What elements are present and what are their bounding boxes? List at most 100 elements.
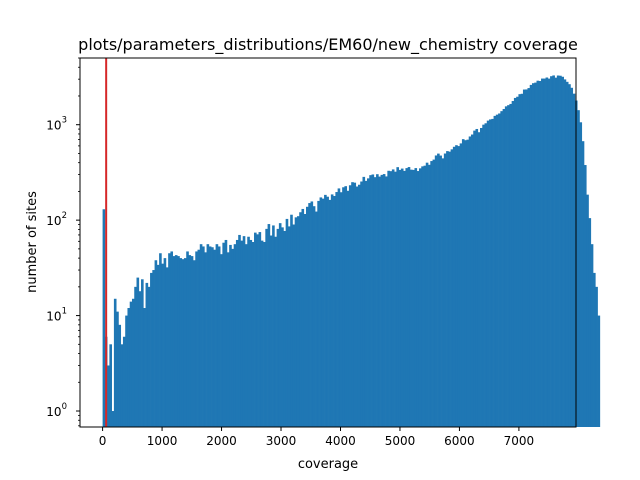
histogram-bar bbox=[337, 188, 341, 427]
histogram-bar bbox=[541, 78, 544, 427]
histogram-bar bbox=[421, 166, 424, 427]
histogram-bar bbox=[170, 251, 174, 427]
histogram-bar bbox=[565, 81, 569, 427]
histogram-bar bbox=[113, 298, 117, 427]
histogram-bar bbox=[136, 277, 140, 427]
histogram-bar bbox=[593, 272, 596, 427]
histogram-bar bbox=[382, 174, 386, 427]
histogram-bar bbox=[217, 246, 221, 427]
histogram-bar bbox=[129, 301, 133, 427]
histogram-bar bbox=[274, 236, 277, 427]
histogram-bar bbox=[269, 235, 273, 427]
histogram-bar bbox=[161, 263, 164, 427]
histogram-bar bbox=[301, 208, 305, 427]
histogram-bar bbox=[466, 139, 470, 428]
histogram-bar bbox=[240, 240, 244, 427]
histogram-bar bbox=[520, 93, 524, 427]
histogram-bar bbox=[159, 253, 162, 427]
histogram-bar bbox=[470, 134, 474, 427]
histogram-bar bbox=[400, 168, 404, 427]
histogram-bar bbox=[559, 75, 562, 427]
histogram-bar bbox=[371, 174, 375, 427]
histogram-bar bbox=[518, 94, 522, 428]
histogram-bar bbox=[362, 176, 366, 427]
histogram-bar bbox=[545, 77, 549, 427]
histogram-bar bbox=[283, 230, 287, 427]
histogram-bar bbox=[287, 226, 291, 427]
histogram-bar bbox=[477, 132, 481, 428]
histogram-bar bbox=[597, 315, 601, 427]
histogram-bar bbox=[107, 365, 110, 427]
histogram-bar bbox=[357, 184, 361, 427]
histogram-bar bbox=[251, 242, 255, 427]
histogram-bar bbox=[206, 244, 210, 427]
x-axis-label: coverage bbox=[298, 457, 358, 472]
histogram-bar bbox=[165, 267, 169, 427]
histogram-bar bbox=[556, 75, 560, 428]
histogram-bar bbox=[423, 165, 427, 427]
histogram-bar bbox=[193, 260, 196, 427]
histogram-bar bbox=[373, 177, 377, 427]
histogram-bar bbox=[484, 123, 488, 427]
plot-frame bbox=[79, 57, 577, 428]
histogram-bar bbox=[396, 167, 399, 428]
histogram-bar bbox=[595, 286, 598, 427]
histogram-bar bbox=[583, 165, 587, 427]
histogram-bar bbox=[285, 218, 289, 427]
histogram-bar bbox=[256, 234, 259, 427]
histogram-bar bbox=[443, 153, 447, 427]
histogram-bar bbox=[561, 76, 564, 427]
histogram-bar bbox=[552, 75, 555, 427]
x-tick-label: 7000 bbox=[504, 434, 535, 448]
histogram-bar bbox=[229, 244, 232, 427]
histogram-bar bbox=[434, 155, 438, 427]
histogram-bar bbox=[254, 232, 257, 427]
histogram-bar bbox=[276, 228, 280, 427]
histogram-bar bbox=[342, 187, 345, 427]
histogram-bar bbox=[407, 167, 411, 428]
x-tick-label: 3000 bbox=[266, 434, 297, 448]
histogram-bar bbox=[590, 244, 594, 427]
histogram-bar bbox=[317, 200, 320, 427]
histogram-bar bbox=[376, 174, 379, 427]
histogram-bar bbox=[353, 182, 357, 427]
y-tick-label: 103 bbox=[46, 116, 67, 133]
histogram-bar bbox=[437, 153, 440, 427]
histogram-bar bbox=[502, 108, 506, 428]
y-axis-ticks: 100 101 102 103 bbox=[46, 57, 80, 427]
histogram-bar bbox=[391, 169, 395, 428]
histogram-bar bbox=[498, 113, 501, 427]
x-tick-label: 6000 bbox=[444, 434, 475, 448]
histogram-bar bbox=[495, 114, 499, 427]
histogram-bar bbox=[516, 96, 519, 427]
histogram-bar bbox=[190, 256, 194, 427]
histogram-bar bbox=[168, 253, 171, 427]
histogram-bar bbox=[527, 88, 531, 427]
histogram-bar bbox=[529, 84, 533, 428]
histogram-bar bbox=[450, 149, 454, 427]
histogram-bar bbox=[238, 234, 241, 427]
histogram-bar bbox=[333, 196, 336, 427]
histogram-bar bbox=[143, 308, 146, 427]
histogram-bar bbox=[281, 227, 284, 427]
histogram-bar bbox=[385, 176, 388, 427]
histogram-bar bbox=[312, 206, 316, 427]
histogram-bar bbox=[509, 103, 512, 428]
histogram-bar bbox=[403, 170, 406, 427]
histogram-bar bbox=[231, 248, 235, 427]
x-tick-label: 5000 bbox=[385, 434, 416, 448]
histogram-bar bbox=[455, 145, 458, 427]
histogram-bar bbox=[522, 89, 526, 427]
histogram-bar bbox=[150, 272, 153, 427]
histogram-bar bbox=[538, 81, 542, 428]
histogram-bar bbox=[511, 101, 515, 428]
histogram-bar bbox=[500, 111, 503, 428]
histogram-bar bbox=[394, 171, 397, 427]
histogram-bar bbox=[348, 185, 352, 427]
histogram-bar bbox=[215, 244, 219, 427]
histogram-bar bbox=[414, 168, 418, 427]
histogram-bar bbox=[473, 130, 476, 427]
histogram-bar bbox=[224, 239, 228, 427]
histogram-bar bbox=[294, 217, 298, 427]
histogram-bar bbox=[504, 106, 508, 428]
